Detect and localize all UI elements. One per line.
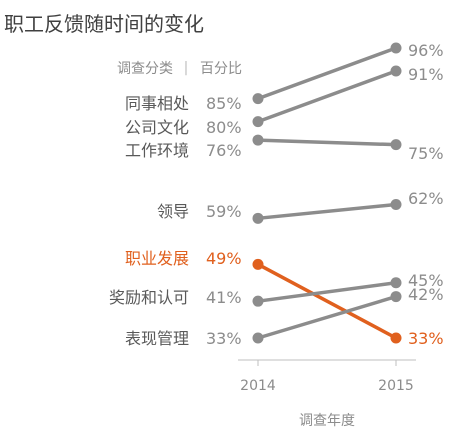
- x-tick-label-2015: 2015: [378, 378, 414, 394]
- series-layer: 同事相处 85% 96% 公司文化 80% 91% 工作环境 76% 75% 领导 59% 62% 职业…: [109, 41, 444, 348]
- series-0-point-2015: [390, 42, 402, 54]
- series-2-point-2014: [252, 134, 264, 146]
- series-4-line: [256, 262, 398, 340]
- series-3-line: [256, 202, 398, 221]
- series-4-value-2015: 33%: [408, 329, 444, 348]
- header-category: 调查分类: [117, 61, 173, 77]
- chart-title: 职工反馈随时间的变化: [4, 12, 204, 36]
- series-0-value-2015: 96%: [408, 41, 444, 60]
- series-1-value-2014: 80%: [206, 118, 242, 137]
- series-2-name-label: 工作环境: [125, 141, 189, 160]
- series-0-name-label: 同事相处: [125, 94, 189, 113]
- series-0-point-2014: [252, 93, 264, 105]
- series-1-point-2014: [252, 116, 264, 128]
- series-5-point-2015: [390, 277, 402, 289]
- series-6-group: 表现管理 33% 42%: [125, 285, 444, 348]
- x-tick-label-2014: 2014: [240, 378, 276, 394]
- series-1-value-2015: 91%: [408, 65, 444, 84]
- series-4-value-2014: 49%: [206, 249, 242, 268]
- x-axis-label: 调查年度: [299, 413, 355, 429]
- series-0-value-2014: 85%: [206, 94, 242, 113]
- series-5-name-label: 奖励和认可: [109, 288, 189, 307]
- series-3-value-2015: 62%: [408, 189, 444, 208]
- series-1-name-label: 公司文化: [125, 118, 189, 137]
- series-3-name-label: 领导: [157, 202, 189, 221]
- series-6-name-label: 表现管理: [125, 329, 189, 348]
- series-0-group: 同事相处 85% 96%: [125, 41, 444, 113]
- series-3-point-2015: [390, 199, 402, 211]
- series-4-point-2015: [390, 332, 402, 344]
- header-value: 百分比: [200, 61, 242, 77]
- series-5-line: [256, 281, 398, 303]
- series-2-point-2015: [390, 139, 402, 151]
- series-1-group: 公司文化 80% 91%: [125, 65, 444, 137]
- series-3-point-2014: [252, 212, 264, 224]
- series-2-value-2015: 75%: [408, 144, 444, 163]
- series-6-line: [256, 294, 398, 340]
- series-5-value-2014: 41%: [206, 288, 242, 307]
- series-6-value-2015: 42%: [408, 285, 444, 304]
- series-0-line: [256, 46, 398, 101]
- series-6-point-2014: [252, 332, 264, 344]
- series-1-line: [256, 69, 398, 124]
- series-3-value-2014: 59%: [206, 202, 242, 221]
- series-2-group: 工作环境 76% 75%: [125, 134, 444, 163]
- series-5-group: 奖励和认可 41% 45%: [109, 271, 444, 307]
- series-6-point-2015: [390, 291, 402, 303]
- series-4-point-2014: [252, 258, 264, 270]
- series-2-line: [256, 138, 398, 147]
- series-4-name-label: 职业发展: [125, 249, 189, 268]
- series-6-value-2014: 33%: [206, 329, 242, 348]
- series-5-point-2014: [252, 295, 264, 307]
- series-5-value-2015: 45%: [408, 271, 444, 290]
- header-separator: |: [184, 60, 189, 76]
- series-1-point-2015: [390, 65, 402, 77]
- series-3-group: 领导 59% 62%: [157, 189, 444, 224]
- series-2-value-2014: 76%: [206, 141, 242, 160]
- series-4-group: 职业发展 49% 33%: [125, 249, 444, 348]
